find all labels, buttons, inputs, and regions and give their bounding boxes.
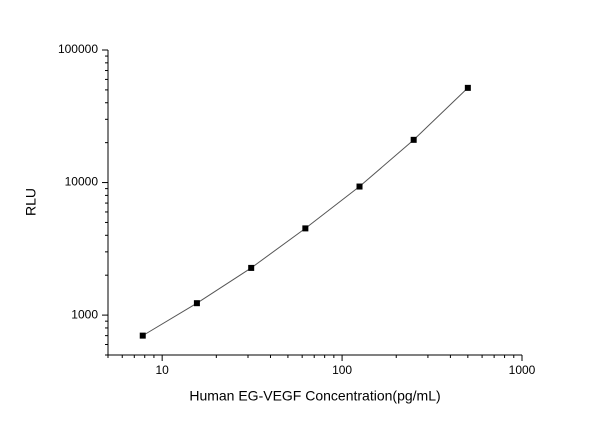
marker xyxy=(410,136,417,143)
y-tick-label: 10000 xyxy=(65,175,99,189)
marker xyxy=(356,183,363,190)
x-axis-title: Human EG-VEGF Concentration(pg/mL) xyxy=(189,388,440,404)
marker xyxy=(464,84,471,91)
x-tick-label: 100 xyxy=(332,363,352,377)
marker xyxy=(302,225,309,232)
marker xyxy=(193,300,200,307)
marker xyxy=(248,264,255,271)
fit-line xyxy=(142,87,469,337)
x-tick-label: 10 xyxy=(155,363,169,377)
x-tick-label: 1000 xyxy=(509,363,536,377)
y-axis-title: RLU xyxy=(23,188,39,216)
marker xyxy=(139,332,146,339)
y-tick-label: 1000 xyxy=(71,307,98,321)
y-tick-label: 100000 xyxy=(58,42,98,56)
